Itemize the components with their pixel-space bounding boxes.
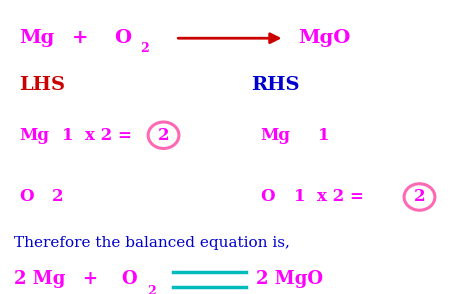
Text: O: O <box>114 29 131 47</box>
Text: 2 Mg: 2 Mg <box>14 270 65 288</box>
Text: +: + <box>73 29 89 47</box>
Text: 2: 2 <box>140 42 148 55</box>
Text: Mg: Mg <box>19 29 54 47</box>
Text: MgO: MgO <box>299 29 351 47</box>
Text: LHS: LHS <box>19 76 65 94</box>
Text: 2: 2 <box>414 188 425 206</box>
Text: Therefore the balanced equation is,: Therefore the balanced equation is, <box>14 235 290 250</box>
Text: RHS: RHS <box>251 76 300 94</box>
Text: 2: 2 <box>158 127 169 144</box>
Text: 2: 2 <box>52 188 64 206</box>
Text: O: O <box>19 188 34 206</box>
Text: Mg: Mg <box>261 127 291 144</box>
Text: 1  x 2 =: 1 x 2 = <box>62 127 131 144</box>
Text: O: O <box>261 188 275 206</box>
Text: 2 MgO: 2 MgO <box>256 270 323 288</box>
Text: 1  x 2 =: 1 x 2 = <box>294 188 364 206</box>
Text: +: + <box>82 270 98 288</box>
Text: Mg: Mg <box>19 127 49 144</box>
Text: O: O <box>121 270 137 288</box>
Text: 1: 1 <box>318 127 329 144</box>
Text: 2: 2 <box>147 285 155 294</box>
